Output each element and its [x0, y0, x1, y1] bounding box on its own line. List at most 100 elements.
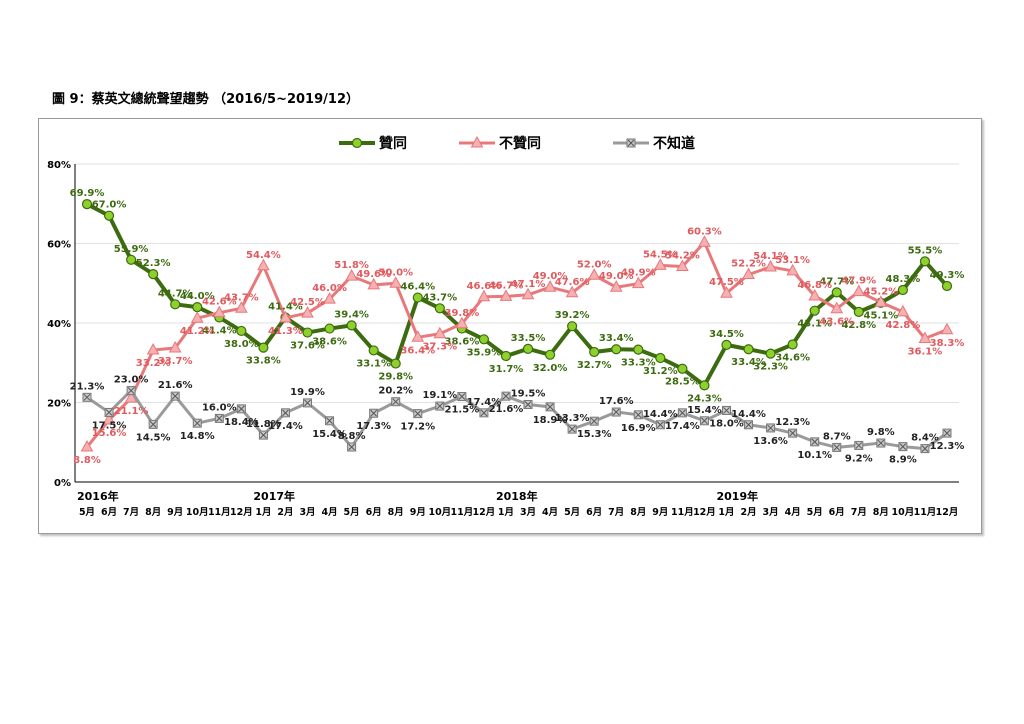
data-label: 32.7%	[577, 360, 612, 371]
data-label: 10.1%	[797, 450, 832, 461]
point-approve	[589, 346, 600, 358]
point-disapprove	[521, 287, 535, 300]
y-tick-label: 40%	[47, 319, 71, 330]
data-label: 41.2%	[180, 326, 215, 337]
data-label: 21.6%	[489, 404, 524, 415]
data-label: 28.5%	[665, 377, 700, 388]
point-disapprove	[830, 301, 844, 314]
point-unknown-x	[899, 443, 907, 450]
data-label: 14.8%	[180, 431, 215, 442]
legend-label: 贊同	[379, 135, 407, 152]
data-label: 43.7%	[224, 292, 259, 303]
point-disapprove	[345, 269, 358, 281]
point-unknown-x	[701, 417, 708, 425]
point-approve	[831, 287, 842, 298]
point-approve	[897, 284, 908, 296]
x-tick-label: 1月	[718, 507, 734, 518]
series-line-1	[85, 240, 948, 448]
data-label: 39.8%	[445, 308, 480, 319]
data-label: 8.9%	[889, 455, 917, 466]
point-approve	[81, 199, 93, 210]
data-label: 8.8%	[338, 431, 366, 442]
x-tick-label: 12月	[230, 507, 253, 518]
data-label: 31.7%	[489, 364, 524, 375]
data-label: 15.4%	[687, 405, 722, 416]
data-label: 11.8%	[246, 419, 281, 430]
x-tick-label: 12月	[693, 507, 716, 518]
data-label: 31.2%	[643, 366, 678, 377]
data-label: 20.2%	[378, 386, 413, 397]
x-tick-label: 7月	[123, 507, 139, 518]
data-label: 55.9%	[114, 244, 149, 255]
point-unknown-x	[392, 398, 400, 406]
data-label: 33.3%	[621, 358, 656, 369]
point-unknown-x	[789, 429, 796, 437]
point-unknown-x	[855, 442, 863, 449]
figure-title: 圖 9：蔡英文總統聲望趨勢 （2016/5~2019/12）	[52, 92, 359, 107]
data-label: 50.0%	[378, 267, 413, 278]
point-approve	[258, 342, 269, 353]
point-disapprove	[698, 235, 711, 247]
point-disapprove	[609, 280, 623, 292]
point-unknown-x	[546, 403, 554, 411]
point-unknown-x	[193, 419, 201, 427]
data-label: 47.7%	[819, 276, 854, 287]
point-approve	[522, 343, 534, 354]
point-unknown-x	[436, 402, 444, 410]
point-approve	[126, 254, 137, 265]
point-disapprove	[146, 342, 160, 355]
data-label: 43.6%	[819, 317, 854, 328]
data-label: 32.3%	[753, 362, 788, 373]
point-unknown-x	[590, 417, 598, 425]
data-label: 33.1%	[356, 358, 391, 369]
data-label: 8.7%	[823, 431, 851, 442]
data-label: 33.5%	[511, 333, 546, 344]
point-unknown-x	[767, 424, 774, 432]
point-approve	[390, 358, 401, 369]
data-label: 67.0%	[92, 200, 127, 211]
x-tick-label: 8月	[145, 507, 161, 518]
point-approve	[853, 306, 864, 317]
data-label: 49.9%	[621, 268, 656, 279]
point-approve	[434, 303, 445, 314]
data-label: 33.4%	[599, 333, 634, 344]
x-tick-label: 3月	[520, 507, 536, 518]
data-label: 43.1%	[797, 319, 832, 330]
data-label: 44.7%	[158, 288, 193, 299]
data-label: 17.4%	[268, 421, 303, 432]
x-tick-label: 12月	[936, 507, 959, 518]
data-label: 41.4%	[268, 301, 303, 312]
y-tick-label: 0%	[54, 478, 71, 489]
data-label: 17.6%	[599, 396, 634, 407]
data-label: 49.6%	[356, 269, 391, 280]
x-tick-label: 4月	[785, 507, 801, 518]
data-label: 38.6%	[312, 337, 347, 348]
data-label: 54.5%	[643, 249, 678, 260]
data-label: 46.7%	[489, 280, 524, 291]
series-line-2	[86, 389, 948, 451]
point-approve	[655, 352, 666, 364]
x-tick-label: 5月	[79, 507, 95, 518]
x-tick-label: 4月	[542, 507, 558, 518]
data-label: 9.8%	[867, 427, 895, 438]
point-disapprove	[279, 310, 292, 323]
point-unknown-x	[304, 399, 311, 407]
data-label: 48.3%	[886, 274, 921, 285]
point-unknown-x	[723, 407, 730, 414]
data-label: 35.9%	[467, 347, 502, 358]
y-tick-label: 20%	[47, 399, 71, 410]
x-tick-label: 1月	[498, 507, 514, 518]
point-disapprove	[676, 259, 689, 272]
x-tick-label: 10月	[892, 507, 915, 518]
point-approve	[743, 344, 754, 355]
point-unknown-x	[480, 409, 488, 417]
data-label: 21.6%	[158, 380, 193, 391]
data-label: 38.3%	[930, 338, 965, 349]
data-label: 14.4%	[731, 409, 766, 420]
data-label: 46.6%	[467, 281, 502, 292]
data-label: 33.2%	[136, 358, 171, 369]
x-tick-label: 6月	[101, 507, 117, 518]
point-disapprove	[212, 305, 226, 318]
point-unknown-x	[105, 409, 113, 416]
point-approve	[324, 323, 335, 334]
